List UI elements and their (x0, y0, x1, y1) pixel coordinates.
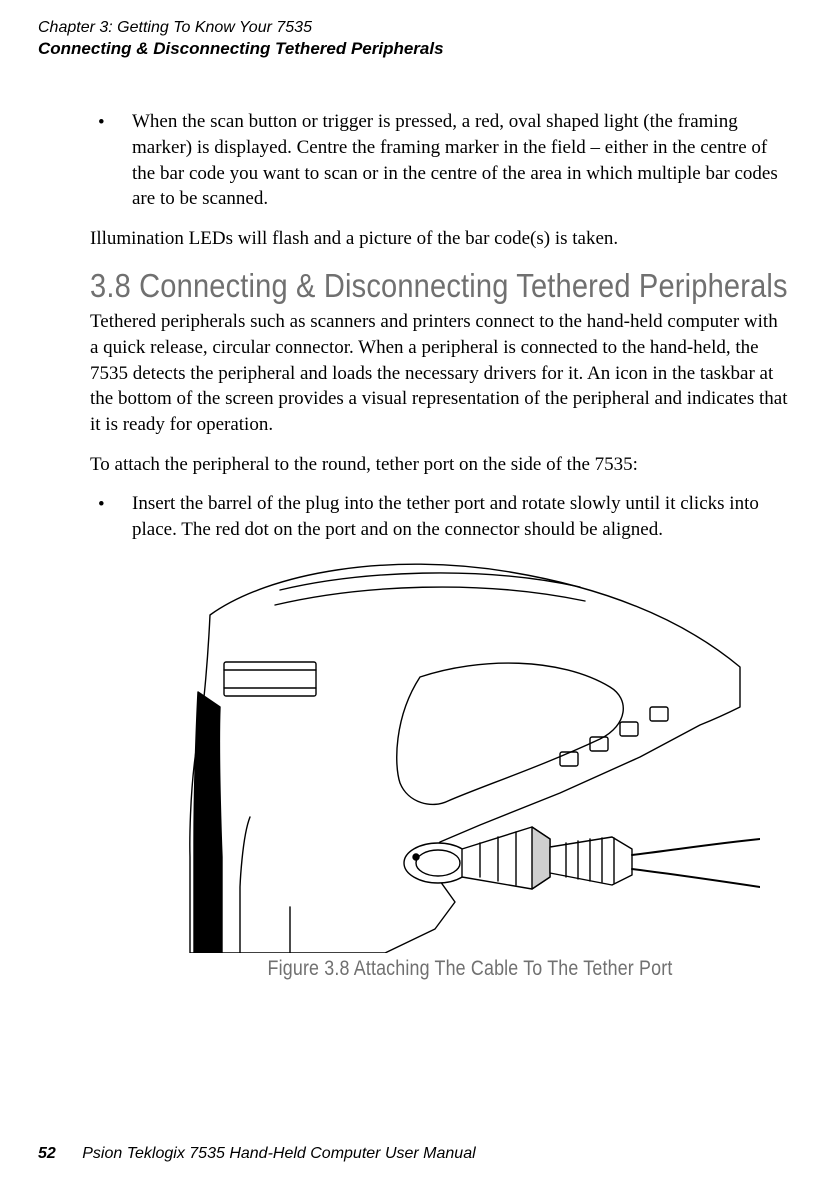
figure-caption: Figure 3.8 Attaching The Cable To The Te… (224, 957, 717, 981)
paragraph: To attach the peripheral to the round, t… (90, 452, 790, 478)
figure: Figure 3.8 Attaching The Cable To The Te… (180, 557, 760, 981)
bullet-item: • When the scan button or trigger is pre… (90, 109, 790, 212)
bullet-marker: • (90, 109, 132, 212)
chapter-label: Chapter 3: Getting To Know Your 7535 (38, 18, 792, 38)
page-number: 52 (38, 1145, 56, 1162)
paragraph: Tethered peripherals such as scanners an… (90, 309, 790, 437)
section-label: Connecting & Disconnecting Tethered Peri… (38, 38, 792, 59)
bullet-text: When the scan button or trigger is press… (132, 109, 790, 212)
bullet-marker: • (90, 491, 132, 542)
manual-title: Psion Teklogix 7535 Hand-Held Computer U… (82, 1145, 475, 1162)
bullet-item: • Insert the barrel of the plug into the… (90, 491, 790, 542)
page: Chapter 3: Getting To Know Your 7535 Con… (0, 0, 830, 1197)
paragraph: Illumination LEDs will flash and a pictu… (90, 226, 790, 252)
running-header: Chapter 3: Getting To Know Your 7535 Con… (38, 18, 792, 59)
bullet-text: Insert the barrel of the plug into the t… (132, 491, 790, 542)
body-content: • When the scan button or trigger is pre… (90, 109, 790, 980)
footer: 52 Psion Teklogix 7535 Hand-Held Compute… (38, 1145, 476, 1163)
figure-image (180, 557, 760, 953)
section-heading: 3.8 Connecting & Disconnecting Tethered … (90, 267, 706, 305)
